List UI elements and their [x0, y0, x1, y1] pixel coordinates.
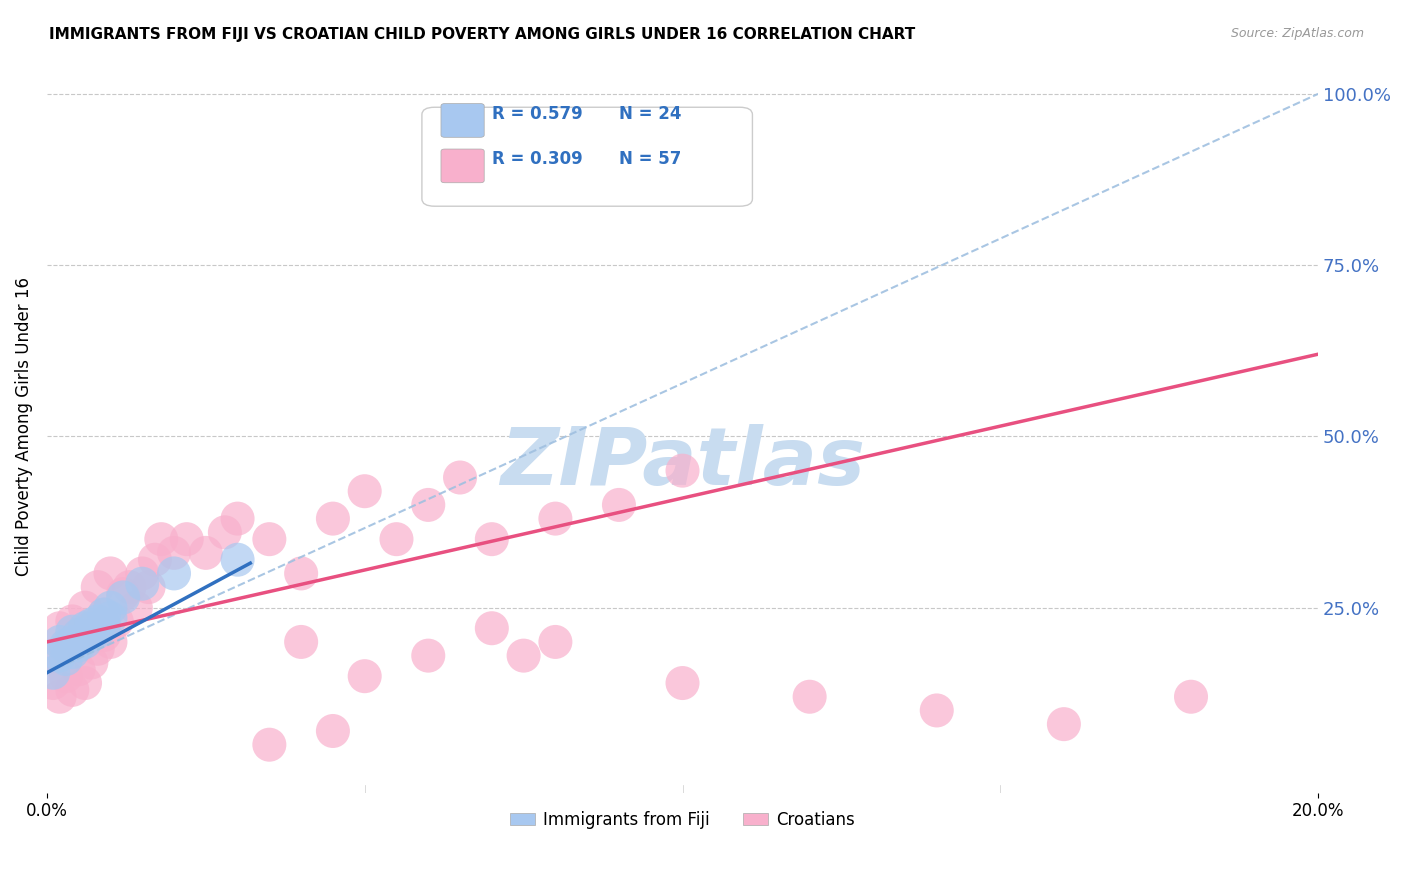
Point — [112, 591, 135, 605]
Point — [67, 628, 90, 642]
Y-axis label: Child Poverty Among Girls Under 16: Child Poverty Among Girls Under 16 — [15, 277, 32, 575]
Point — [100, 600, 122, 615]
Point — [55, 669, 77, 683]
Point — [80, 628, 103, 642]
FancyBboxPatch shape — [441, 103, 484, 137]
Text: R = 0.309: R = 0.309 — [492, 151, 582, 169]
Point — [418, 498, 440, 512]
Point — [67, 638, 90, 652]
Point — [80, 617, 103, 632]
Point — [226, 552, 249, 566]
Point — [799, 690, 821, 704]
Point — [60, 645, 83, 659]
Point — [100, 611, 122, 625]
Point — [671, 464, 693, 478]
Point — [259, 532, 281, 546]
Point — [163, 546, 186, 560]
Point — [80, 621, 103, 635]
Point — [93, 628, 115, 642]
Point — [353, 484, 375, 499]
Point — [353, 669, 375, 683]
Point — [100, 566, 122, 581]
Point — [67, 628, 90, 642]
Point — [55, 638, 77, 652]
Point — [100, 635, 122, 649]
Point — [93, 607, 115, 622]
Point — [138, 580, 160, 594]
FancyBboxPatch shape — [441, 149, 484, 183]
Legend: Immigrants from Fiji, Croatians: Immigrants from Fiji, Croatians — [503, 805, 862, 836]
Point — [259, 738, 281, 752]
Text: R = 0.579: R = 0.579 — [492, 105, 582, 123]
Point — [93, 617, 115, 632]
Point — [322, 511, 344, 525]
Point — [105, 615, 128, 629]
Point — [290, 635, 312, 649]
Point — [226, 511, 249, 525]
Point — [60, 682, 83, 697]
Point — [1053, 717, 1076, 731]
Point — [512, 648, 534, 663]
Point — [87, 624, 110, 639]
Point — [418, 648, 440, 663]
Point — [143, 552, 166, 566]
Point — [42, 676, 65, 690]
Point — [48, 621, 70, 635]
Point — [194, 546, 217, 560]
Text: N = 24: N = 24 — [619, 105, 682, 123]
Point — [42, 648, 65, 663]
Point — [176, 532, 198, 546]
Point — [481, 621, 503, 635]
Text: Source: ZipAtlas.com: Source: ZipAtlas.com — [1230, 27, 1364, 40]
Point — [118, 580, 141, 594]
Point — [93, 607, 115, 622]
Point — [131, 576, 153, 591]
Point — [60, 635, 83, 649]
Point — [925, 703, 948, 717]
Text: ZIPatlas: ZIPatlas — [501, 424, 865, 502]
Point — [55, 652, 77, 666]
Point — [385, 532, 408, 546]
Point — [48, 690, 70, 704]
Point — [67, 662, 90, 676]
FancyBboxPatch shape — [422, 107, 752, 206]
Text: N = 57: N = 57 — [619, 151, 682, 169]
Point — [60, 624, 83, 639]
Point — [87, 580, 110, 594]
Point — [87, 615, 110, 629]
Point — [150, 532, 173, 546]
Point — [607, 498, 630, 512]
Point — [544, 635, 567, 649]
Point — [48, 635, 70, 649]
Point — [87, 641, 110, 656]
Point — [42, 665, 65, 680]
Point — [481, 532, 503, 546]
Point — [80, 656, 103, 670]
Point — [671, 676, 693, 690]
Point — [163, 566, 186, 581]
Point — [60, 615, 83, 629]
Point — [73, 621, 96, 635]
Point — [131, 566, 153, 581]
Point — [73, 676, 96, 690]
Point — [125, 600, 148, 615]
Point — [48, 648, 70, 663]
Point — [449, 470, 471, 484]
Point — [55, 641, 77, 656]
Point — [214, 525, 236, 540]
Point — [290, 566, 312, 581]
Point — [322, 724, 344, 739]
Point — [1180, 690, 1202, 704]
Point — [73, 600, 96, 615]
Point — [112, 587, 135, 601]
Text: IMMIGRANTS FROM FIJI VS CROATIAN CHILD POVERTY AMONG GIRLS UNDER 16 CORRELATION : IMMIGRANTS FROM FIJI VS CROATIAN CHILD P… — [49, 27, 915, 42]
Point — [73, 635, 96, 649]
Point — [544, 511, 567, 525]
